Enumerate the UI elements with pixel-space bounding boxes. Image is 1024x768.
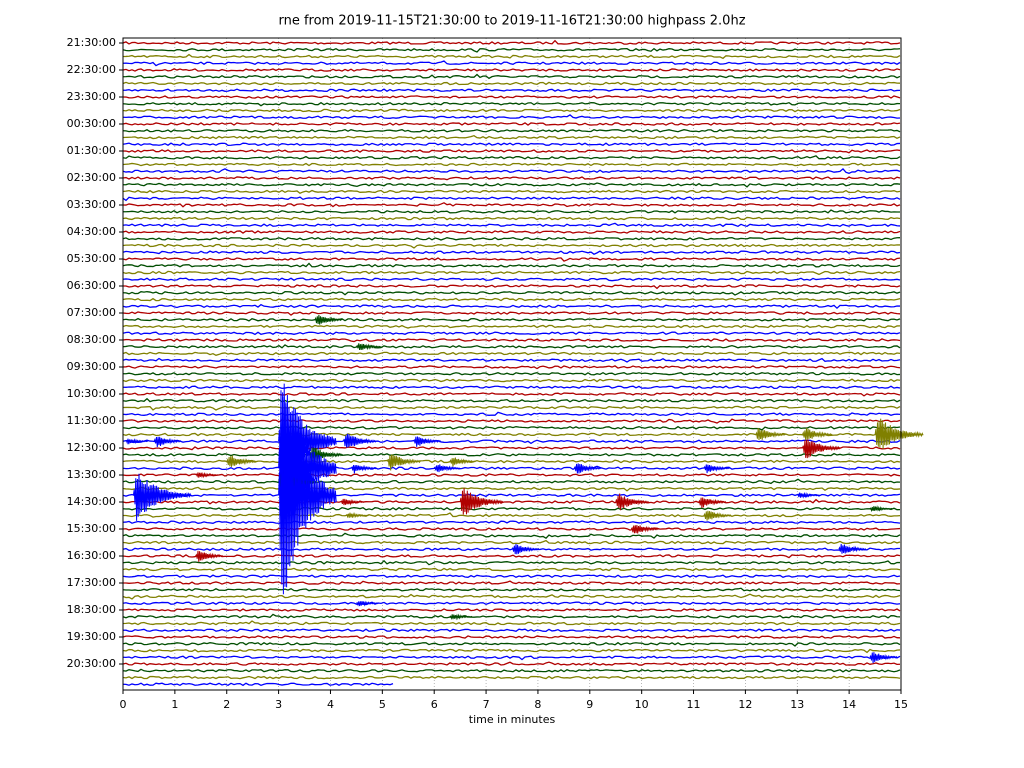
y-tick-label: 10:30:00 [67,387,116,400]
x-tick-label: 0 [120,698,127,711]
y-tick-label: 05:30:00 [67,252,116,265]
y-tick-label: 03:30:00 [67,198,116,211]
y-tick-label: 16:30:00 [67,549,116,562]
y-tick-label: 21:30:00 [67,36,116,49]
y-tick-label: 04:30:00 [67,225,116,238]
y-tick-label: 01:30:00 [67,144,116,157]
x-tick-label: 4 [327,698,334,711]
background [0,0,1024,768]
x-tick-label: 10 [635,698,649,711]
y-tick-label: 02:30:00 [67,171,116,184]
y-tick-label: 20:30:00 [67,657,116,670]
y-tick-label: 17:30:00 [67,576,116,589]
y-tick-label: 00:30:00 [67,117,116,130]
x-tick-label: 14 [842,698,856,711]
x-tick-label: 6 [431,698,438,711]
y-tick-label: 08:30:00 [67,333,116,346]
y-tick-label: 06:30:00 [67,279,116,292]
y-tick-label: 22:30:00 [67,63,116,76]
y-tick-label: 13:30:00 [67,468,116,481]
chart: rne from 2019-11-15T21:30:00 to 2019-11-… [0,0,1024,768]
x-tick-label: 3 [275,698,282,711]
y-tick-label: 23:30:00 [67,90,116,103]
y-tick-label: 18:30:00 [67,603,116,616]
x-tick-label: 8 [534,698,541,711]
y-tick-label: 19:30:00 [67,630,116,643]
y-tick-label: 12:30:00 [67,441,116,454]
y-tick-label: 11:30:00 [67,414,116,427]
x-tick-label: 7 [483,698,490,711]
y-tick-label: 09:30:00 [67,360,116,373]
x-tick-label: 13 [790,698,804,711]
x-tick-label: 2 [223,698,230,711]
chart-title: rne from 2019-11-15T21:30:00 to 2019-11-… [278,14,745,29]
x-tick-label: 15 [894,698,908,711]
x-axis-label: time in minutes [469,713,556,726]
x-tick-label: 11 [687,698,701,711]
x-tick-label: 1 [171,698,178,711]
y-tick-label: 15:30:00 [67,522,116,535]
y-tick-label: 14:30:00 [67,495,116,508]
y-tick-label: 07:30:00 [67,306,116,319]
x-tick-label: 5 [379,698,386,711]
x-tick-label: 9 [586,698,593,711]
x-tick-label: 12 [738,698,752,711]
